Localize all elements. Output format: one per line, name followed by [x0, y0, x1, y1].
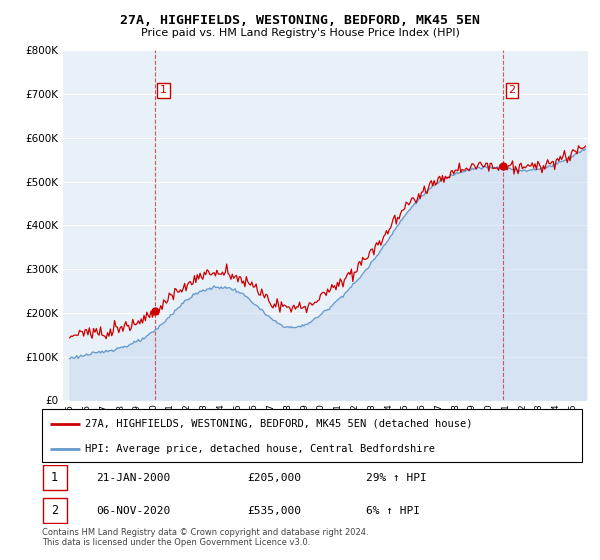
Text: HPI: Average price, detached house, Central Bedfordshire: HPI: Average price, detached house, Cent…: [85, 444, 435, 454]
Text: 06-NOV-2020: 06-NOV-2020: [96, 506, 170, 516]
Text: 29% ↑ HPI: 29% ↑ HPI: [366, 473, 427, 483]
Text: Price paid vs. HM Land Registry's House Price Index (HPI): Price paid vs. HM Land Registry's House …: [140, 28, 460, 38]
Text: 1: 1: [51, 471, 58, 484]
Text: £535,000: £535,000: [247, 506, 301, 516]
Text: 2: 2: [508, 85, 515, 95]
Text: 1: 1: [160, 85, 167, 95]
FancyBboxPatch shape: [42, 409, 582, 462]
Text: 2: 2: [51, 504, 58, 517]
Text: Contains HM Land Registry data © Crown copyright and database right 2024.
This d: Contains HM Land Registry data © Crown c…: [42, 528, 368, 547]
Text: £205,000: £205,000: [247, 473, 301, 483]
Text: 6% ↑ HPI: 6% ↑ HPI: [366, 506, 420, 516]
Text: 21-JAN-2000: 21-JAN-2000: [96, 473, 170, 483]
Text: 27A, HIGHFIELDS, WESTONING, BEDFORD, MK45 5EN (detached house): 27A, HIGHFIELDS, WESTONING, BEDFORD, MK4…: [85, 419, 473, 429]
FancyBboxPatch shape: [43, 465, 67, 490]
FancyBboxPatch shape: [43, 498, 67, 523]
Text: 27A, HIGHFIELDS, WESTONING, BEDFORD, MK45 5EN: 27A, HIGHFIELDS, WESTONING, BEDFORD, MK4…: [120, 14, 480, 27]
